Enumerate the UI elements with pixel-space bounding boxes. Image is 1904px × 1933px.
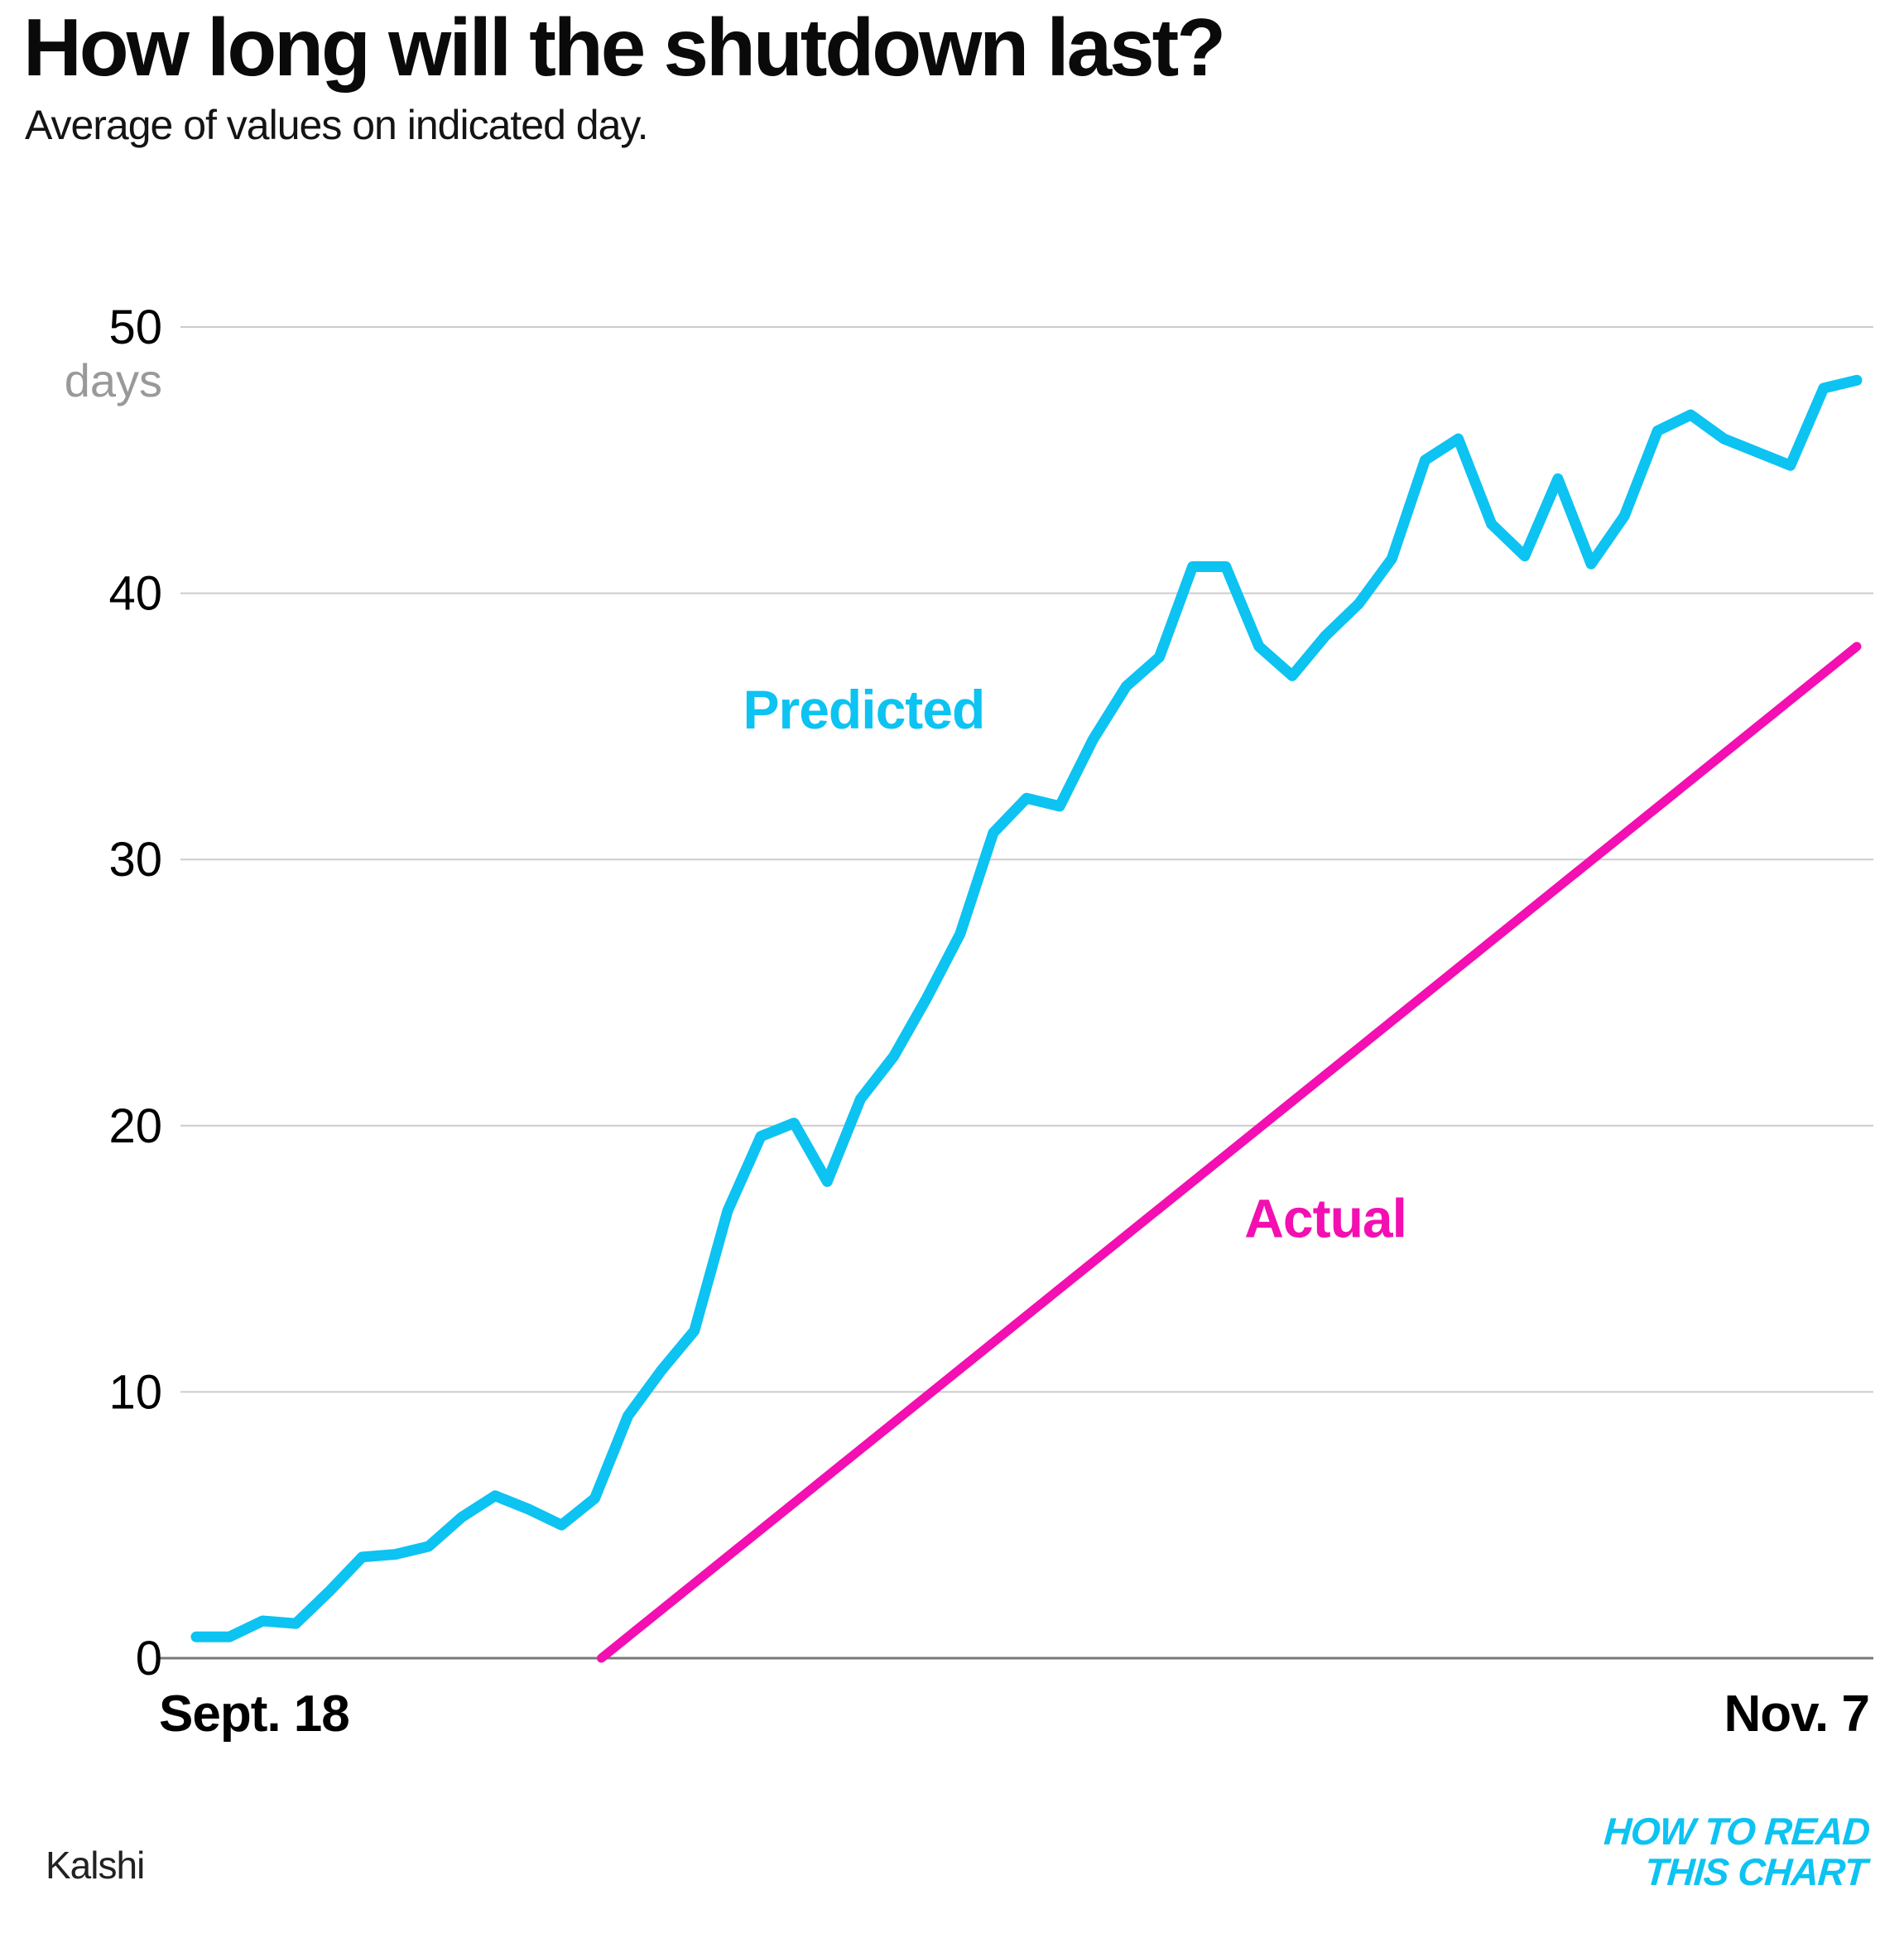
chart-subtitle: Average of values on indicated day.	[25, 102, 649, 148]
x-axis-end-label: Nov. 7	[1724, 1685, 1869, 1743]
page-title: How long will the shutdown last?	[23, 2, 1226, 93]
x-axis-start-label: Sept. 18	[159, 1685, 349, 1743]
series-line-predicted	[190, 374, 1863, 1642]
logo-line-2: THIS CHART	[1642, 1849, 1868, 1893]
y-tick-label-30: 30	[108, 833, 162, 887]
y-tick-label-10: 10	[108, 1365, 162, 1419]
y-tick-label-20: 20	[108, 1099, 162, 1153]
series-line-actual	[596, 642, 1862, 1663]
y-axis-unit-label: days	[65, 354, 162, 406]
y-tick-label-50: 50	[108, 301, 162, 354]
how-to-read-this-chart-logo: HOW TO READ THIS CHART	[1599, 1810, 1871, 1893]
y-tick-label-40: 40	[108, 567, 162, 621]
y-tick-label-0: 0	[136, 1632, 162, 1685]
series-label-predicted: Predicted	[743, 679, 985, 740]
source-credit: Kalshi	[46, 1844, 145, 1887]
series-label-actual: Actual	[1244, 1187, 1406, 1248]
logo-line-1: HOW TO READ	[1602, 1810, 1871, 1853]
